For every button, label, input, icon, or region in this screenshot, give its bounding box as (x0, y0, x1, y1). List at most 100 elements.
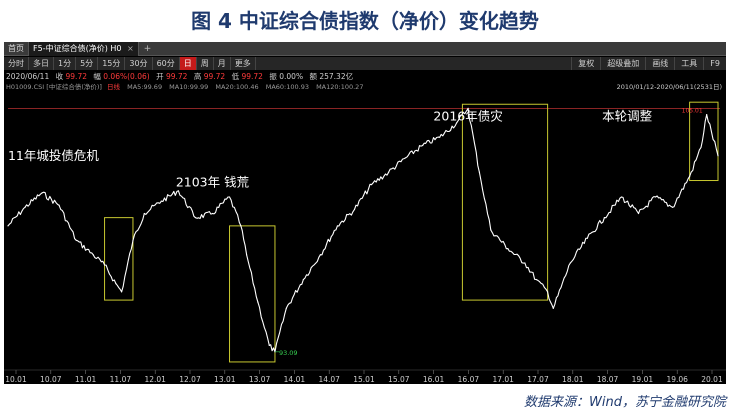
period-toolbar: 分时 多日 1分 5分 15分 30分 60分 日 周 月 更多 复权 超级叠加… (4, 57, 726, 70)
quote-amount-label: 额 (309, 72, 317, 81)
data-point (467, 107, 469, 109)
draw-line-button[interactable]: 画线 (645, 57, 674, 70)
quote-high: 99.72 (203, 72, 226, 81)
data-point (143, 212, 145, 215)
data-point (319, 254, 322, 256)
tools-button[interactable]: 工具 (674, 57, 703, 70)
x-tick-label: 19.01 (632, 375, 654, 384)
annotation-label-4: 本轮调整 (602, 109, 653, 124)
min-value-label: 93.09 (279, 349, 298, 357)
x-tick-label: 14.01 (284, 375, 306, 384)
annotation-label-2: 2103年 钱荒 (176, 175, 249, 190)
quote-open: 99.72 (165, 72, 188, 81)
data-point (177, 190, 180, 192)
data-point (717, 155, 719, 157)
data-point (654, 196, 657, 198)
f9-button[interactable]: F9 (703, 57, 726, 70)
close-tab-icon[interactable]: × (127, 43, 134, 53)
data-point (132, 239, 134, 241)
data-point (7, 225, 9, 227)
data-point (268, 344, 270, 347)
tab-bar: 首页 F5-中证综合债(净价) H0 × + (4, 42, 726, 56)
period-button-intraday[interactable]: 分时 (4, 57, 29, 70)
tab-home[interactable]: 首页 (4, 42, 29, 56)
data-point (160, 200, 162, 202)
source-note: 数据来源：Wind，苏宁金融研究院 (524, 395, 726, 410)
highlight-box-3 (461, 103, 549, 301)
data-point (103, 264, 106, 266)
data-point (671, 206, 674, 208)
data-point (524, 262, 526, 264)
data-point (700, 146, 702, 149)
data-point (535, 278, 537, 281)
data-point (58, 204, 60, 206)
period-button-more[interactable]: 更多 (231, 57, 256, 70)
add-tab-icon[interactable]: + (143, 43, 152, 54)
period-button-60min[interactable]: 60分 (153, 57, 180, 70)
figure-title: 图 4 中证综合债指数（净价）变化趋势 (191, 9, 539, 33)
period-button-30min[interactable]: 30分 (125, 57, 153, 70)
x-tick-label: 15.01 (353, 375, 375, 384)
quote-low: 99.72 (241, 72, 263, 81)
data-point (405, 157, 407, 159)
x-tick-label: 13.01 (214, 375, 236, 384)
price-line-layer (7, 107, 719, 353)
highlight-box-4 (689, 101, 719, 182)
data-point (75, 239, 77, 241)
price-chart[interactable]: 11年城投债危机 2103年 钱荒 2016年债灾 本轮调整 93.09 105.01 1… (4, 42, 726, 384)
x-tick-label: 20.01 (701, 375, 723, 384)
period-button-1min[interactable]: 1分 (54, 57, 77, 70)
data-point (689, 175, 691, 177)
x-tick-label: 11.07 (110, 375, 132, 384)
ma60-value: MA60:100.93 (265, 83, 309, 91)
highlight-box-1 (104, 217, 134, 301)
annotation-layer: 11年城投债危机 2103年 钱荒 2016年债灾 本轮调整 93.09 105.01 (8, 107, 703, 356)
data-point (547, 291, 549, 293)
index-code: H01009.CSI [中证综合债(净价)] (6, 83, 102, 91)
period-button-15min[interactable]: 15分 (98, 57, 126, 70)
data-point (478, 171, 481, 173)
ma120-value: MA120:100.27 (316, 83, 364, 91)
quote-low-label: 低 (231, 72, 240, 81)
data-point (302, 278, 304, 281)
x-tick-label: 12.07 (179, 375, 201, 384)
period-button-multiday[interactable]: 多日 (29, 57, 54, 70)
quote-close: 99.72 (65, 72, 87, 81)
data-point (194, 217, 197, 219)
data-point (507, 247, 509, 250)
adjust-price-button[interactable]: 复权 (571, 57, 600, 70)
data-point (353, 208, 356, 210)
data-point (456, 122, 458, 124)
data-point (620, 196, 623, 198)
quote-change-label: 幅 (93, 72, 101, 81)
x-tick-label: 12.01 (144, 375, 166, 384)
daily-line-tag: 日线 (107, 83, 121, 91)
data-point (439, 136, 441, 138)
moving-average-legend: H01009.CSI [中证综合债(净价)] 日线 MA5:99.69 MA10… (4, 82, 726, 92)
x-tick-label: 17.01 (492, 375, 514, 384)
ma20-value: MA20:100.46 (215, 83, 259, 91)
data-point (41, 192, 43, 194)
data-point (706, 113, 708, 116)
data-point (490, 229, 492, 231)
data-point (603, 217, 606, 219)
x-tick-label: 15.07 (388, 375, 410, 384)
period-button-week[interactable]: 周 (197, 57, 214, 70)
data-point (92, 254, 94, 256)
quote-open-label: 开 (156, 72, 164, 81)
data-point (336, 225, 339, 227)
data-point (637, 212, 640, 215)
period-button-day[interactable]: 日 (179, 57, 197, 70)
data-point (552, 307, 554, 309)
quote-amp: 0.00% (279, 72, 304, 81)
x-axis: 10.01 10.07 11.01 11.07 12.01 12.07 13.01 13.07… (4, 369, 726, 384)
date-range-label: 2010/01/12-2020/06/11(2531日) (616, 83, 722, 91)
period-button-month[interactable]: 月 (214, 57, 231, 70)
tab-index-chart[interactable]: F5-中证综合债(净价) H0 × (29, 42, 139, 56)
x-tick-label: 16.07 (458, 375, 480, 384)
period-button-5min[interactable]: 5分 (76, 57, 99, 70)
ma10-value: MA10:99.99 (169, 83, 209, 91)
super-overlay-button[interactable]: 超级叠加 (600, 57, 645, 70)
index-price-line (7, 107, 719, 353)
data-point (115, 283, 117, 285)
